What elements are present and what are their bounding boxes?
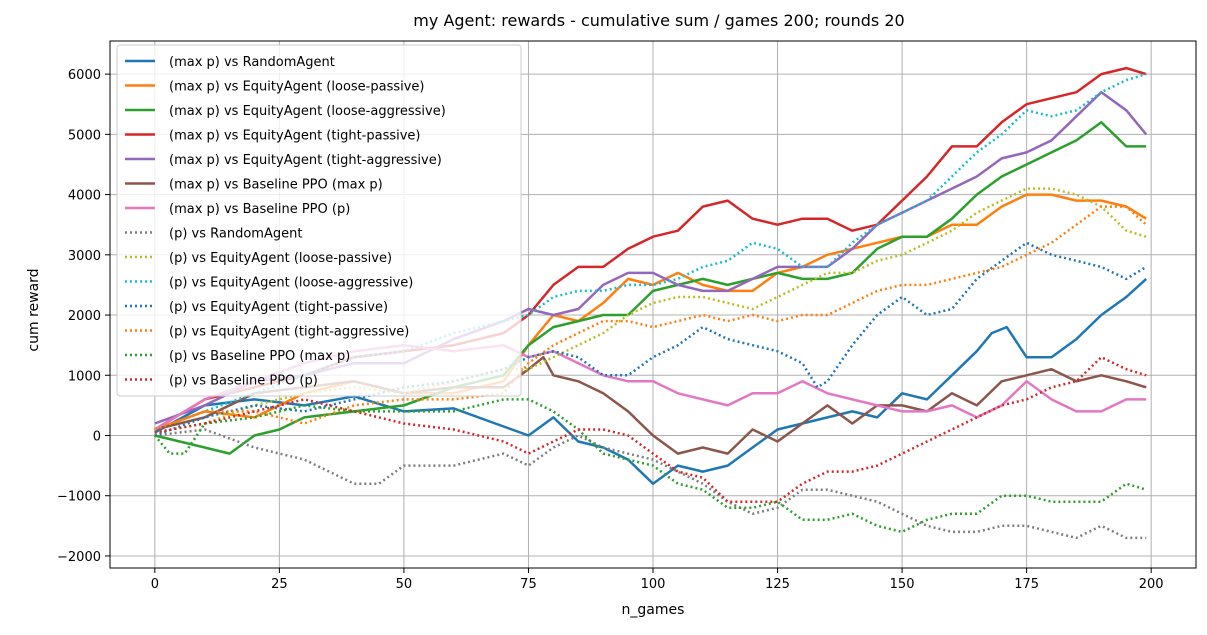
x-tick-label: 125 — [765, 577, 790, 592]
legend-entry-label: (p) vs Baseline PPO (max p) — [169, 349, 350, 364]
x-tick-label: 175 — [1014, 577, 1039, 592]
x-tick-label: 200 — [1139, 577, 1164, 592]
legend: (max p) vs RandomAgent (max p) vs EquityA… — [116, 44, 522, 397]
series-line — [154, 355, 1147, 503]
y-tick-label: −2000 — [57, 550, 101, 565]
x-tick-label: 25 — [271, 577, 288, 592]
legend-entry-label: (p) vs RandomAgent — [169, 227, 302, 242]
grid-lines — [110, 41, 1196, 568]
y-tick-label: 0 — [93, 429, 101, 444]
series-line — [154, 428, 1147, 540]
y-tick-label: 4000 — [68, 189, 101, 204]
x-axis-label: n_games — [622, 602, 685, 618]
legend-entry-label: (max p) vs Baseline PPO (p) — [169, 202, 350, 217]
x-tick-label: 150 — [890, 577, 915, 592]
legend-entry-label: (max p) vs EquityAgent (loose-passive) — [169, 80, 425, 95]
legend-entry-label: (max p) vs RandomAgent — [169, 55, 335, 70]
series-line — [153, 398, 1147, 534]
axes: 0 25 50 75 100 125 150 175 200 −2000 −1000 0 1000 200… — [57, 68, 1164, 592]
legend-entry-label: (p) vs Baseline PPO (p) — [169, 374, 318, 389]
series-line — [154, 277, 1148, 485]
x-tick-label: 75 — [520, 577, 537, 592]
y-tick-label: 2000 — [68, 309, 101, 324]
y-axis-label: cum reward — [26, 268, 42, 351]
legend-entry-label: (max p) vs EquityAgent (tight-aggressive… — [169, 153, 442, 168]
legend-entry-label: (p) vs EquityAgent (loose-aggressive) — [169, 276, 413, 291]
x-tick-label: 100 — [641, 577, 666, 592]
legend-entry-label: (p) vs EquityAgent (tight-passive) — [169, 300, 388, 315]
legend-entry-label: (max p) vs EquityAgent (loose-aggressive… — [169, 104, 446, 119]
series-layer — [153, 66, 1148, 540]
y-tick-label: 1000 — [68, 369, 101, 384]
legend-box — [116, 44, 522, 397]
y-tick-label: 5000 — [68, 128, 101, 143]
y-tick-label: 6000 — [68, 68, 101, 83]
legend-entry-label: (p) vs EquityAgent (loose-passive) — [169, 251, 392, 266]
series-line — [154, 121, 1147, 455]
x-tick-label: 50 — [396, 577, 413, 592]
x-tick-label: 0 — [151, 577, 159, 592]
chart-title: my Agent: rewards - cumulative sum / gam… — [413, 11, 904, 30]
legend-entry-label: (p) vs EquityAgent (tight-aggressive) — [169, 325, 409, 340]
y-tick-label: −1000 — [57, 490, 101, 505]
legend-entry-label: (max p) vs Baseline PPO (max p) — [169, 178, 383, 193]
legend-entry-label: (max p) vs EquityAgent (tight-passive) — [169, 129, 421, 144]
y-tick-label: 3000 — [68, 249, 101, 264]
